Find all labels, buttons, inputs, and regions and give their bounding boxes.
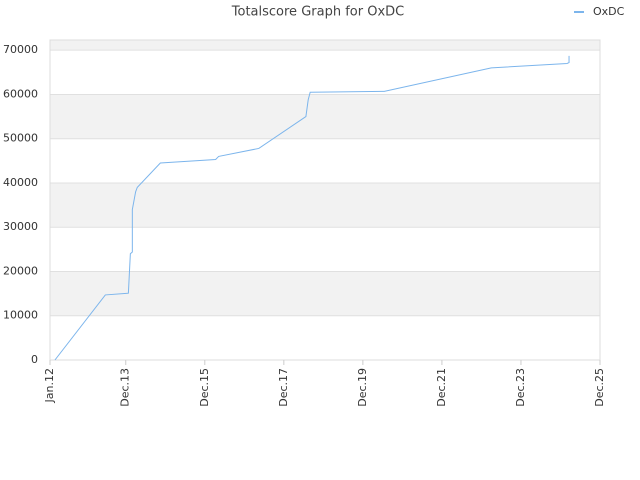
x-tick-label: Dec.23 <box>514 368 527 407</box>
y-tick-label: 0 <box>31 353 38 366</box>
x-tick-label: Dec.17 <box>277 368 290 407</box>
data-line <box>54 55 570 361</box>
legend-label: OxDC <box>593 5 625 18</box>
grid-band <box>50 94 600 139</box>
x-tick-label: Dec.13 <box>119 368 132 407</box>
x-tick-label: Dec.15 <box>198 368 211 407</box>
x-tick-label: Dec.21 <box>435 368 448 407</box>
x-tick-label: Jan.12 <box>43 368 56 403</box>
y-tick-label: 70000 <box>3 43 38 56</box>
y-tick-label: 50000 <box>3 132 38 145</box>
y-tick-label: 10000 <box>3 309 38 322</box>
y-tick-label: 20000 <box>3 264 38 277</box>
x-tick-label: Dec.25 <box>593 368 606 407</box>
y-tick-label: 40000 <box>3 176 38 189</box>
plot-frame <box>49 39 601 361</box>
y-tick-label: 30000 <box>3 220 38 233</box>
grid-band <box>50 40 600 51</box>
y-tick-label: 60000 <box>3 87 38 100</box>
chart-title: Totalscore Graph for OxDC <box>231 5 404 20</box>
x-tick-label: Dec.19 <box>356 368 369 407</box>
grid-band <box>50 271 600 316</box>
grid-band <box>50 182 600 228</box>
